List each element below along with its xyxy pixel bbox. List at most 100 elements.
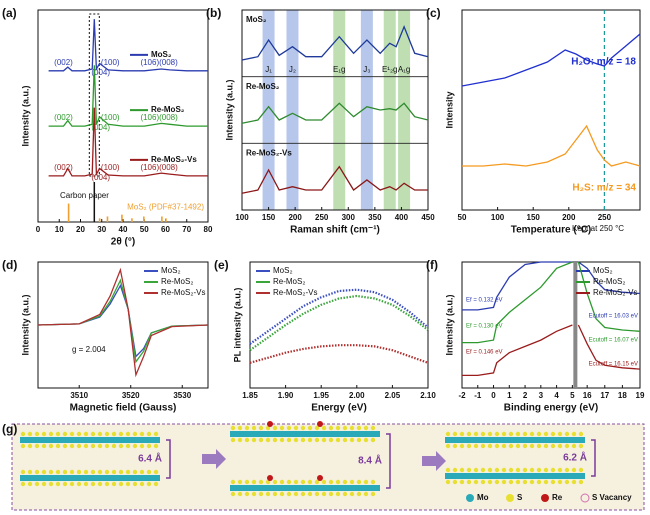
sulfur-atom [487,443,493,449]
x-tick-label: 300 [342,213,356,222]
sulfur-atom [48,431,54,437]
series-line [241,24,429,61]
sulfur-atom [300,425,306,431]
sulfur-atom [473,479,479,485]
sulfur-atom [473,467,479,473]
sulfur-atom [83,481,89,487]
sulfur-atom [258,437,264,443]
sulfur-atom [90,469,96,475]
x-tick-label: -1 [474,391,482,400]
x-tick-label: 50 [140,225,149,234]
panel-label: (d) [2,258,17,272]
peak-label: (100) [101,113,120,122]
sulfur-atom [550,467,556,473]
reference-stick [161,216,163,222]
series-label: MoS₂ [246,15,267,24]
sulfur-atom [279,491,285,497]
peak-label: (100) [101,163,120,172]
spacing-bracket [166,439,171,479]
sulfur-atom [146,431,152,437]
sulfur-atom [97,443,103,449]
sulfur-atom [69,469,75,475]
sulfur-atom [473,431,479,437]
sulfur-atom [529,467,535,473]
legend-label: Re-MoS₂ [593,277,625,286]
sulfur-atom [125,443,131,449]
reference-stick [67,203,70,222]
sulfur-atom [342,491,348,497]
sulfur-atom [251,479,257,485]
x-tick-label: 16 [583,391,592,400]
sulfur-atom [125,481,131,487]
sulfur-atom [20,469,26,475]
layer [445,437,585,443]
x-tick-label: 2 [523,391,528,400]
legend-label: Re-MoS₂-Vs [593,288,637,297]
sulfur-atom [153,431,159,437]
sulfur-atom [307,479,313,485]
sulfur-atom [258,479,264,485]
layer [20,437,160,443]
sulfur-atom [69,443,75,449]
sulfur-atom [76,481,82,487]
sulfur-atom [452,479,458,485]
sulfur-atom [307,491,313,497]
legend-label: Re-MoS₂ [161,277,193,286]
x-tick-label: 20 [76,225,85,234]
sulfur-atom [321,425,327,431]
sulfur-atom [466,479,472,485]
peak-label: (106)(008) [140,163,178,172]
sulfur-atom [83,469,89,475]
x-tick-label: 100 [235,213,249,222]
sulfur-atom [146,443,152,449]
sulfur-atom [536,479,542,485]
x-tick-label: 5 [570,391,575,400]
sulfur-atom [41,469,47,475]
sulfur-atom [20,481,26,487]
sulfur-atom [550,479,556,485]
sulfur-atom [536,443,542,449]
x-tick-label: 3530 [173,391,191,400]
series-label: H₂O: m/z = 18 [571,57,636,68]
sulfur-atom [132,431,138,437]
sulfur-atom [153,443,159,449]
legend-label: MoS₂ [273,266,293,275]
sulfur-atom [522,443,528,449]
legend-label: Re-MoS₂-Vs [161,288,205,297]
sulfur-atom [335,437,341,443]
sulfur-atom [508,479,514,485]
series-line [462,324,641,377]
legend-label: MoS₂ [161,266,181,275]
sulfur-atom [363,425,369,431]
peak-box [88,13,100,177]
sulfur-atom [328,437,334,443]
sulfur-atom [529,479,535,485]
sulfur-atom [328,479,334,485]
reference-stick [143,216,145,222]
x-tick-label: 2.00 [349,391,365,400]
legend-marker [541,494,549,502]
x-tick-label: 150 [262,213,276,222]
series-label: Re-MoS₂ [246,82,280,91]
sulfur-atom [230,491,236,497]
annotation: Carbon paper [60,191,109,200]
sulfur-atom [286,491,292,497]
reference-stick [131,218,133,222]
legend-marker [580,493,590,503]
sulfur-atom [265,479,271,485]
sulfur-atom [335,491,341,497]
sulfur-atom [125,431,131,437]
peak-label: (004) [91,123,110,132]
sulfur-atom [356,437,362,443]
x-tick-label: 0 [491,391,496,400]
rhenium-atom [267,421,273,427]
sulfur-atom [272,425,278,431]
band-label: E₁g [333,65,345,74]
sulfur-atom [536,467,542,473]
sulfur-atom [230,437,236,443]
x-tick-label: 200 [562,213,576,222]
x-tick-label: 1 [507,391,512,400]
panel-label: (a) [2,6,17,20]
series-line [249,344,429,364]
